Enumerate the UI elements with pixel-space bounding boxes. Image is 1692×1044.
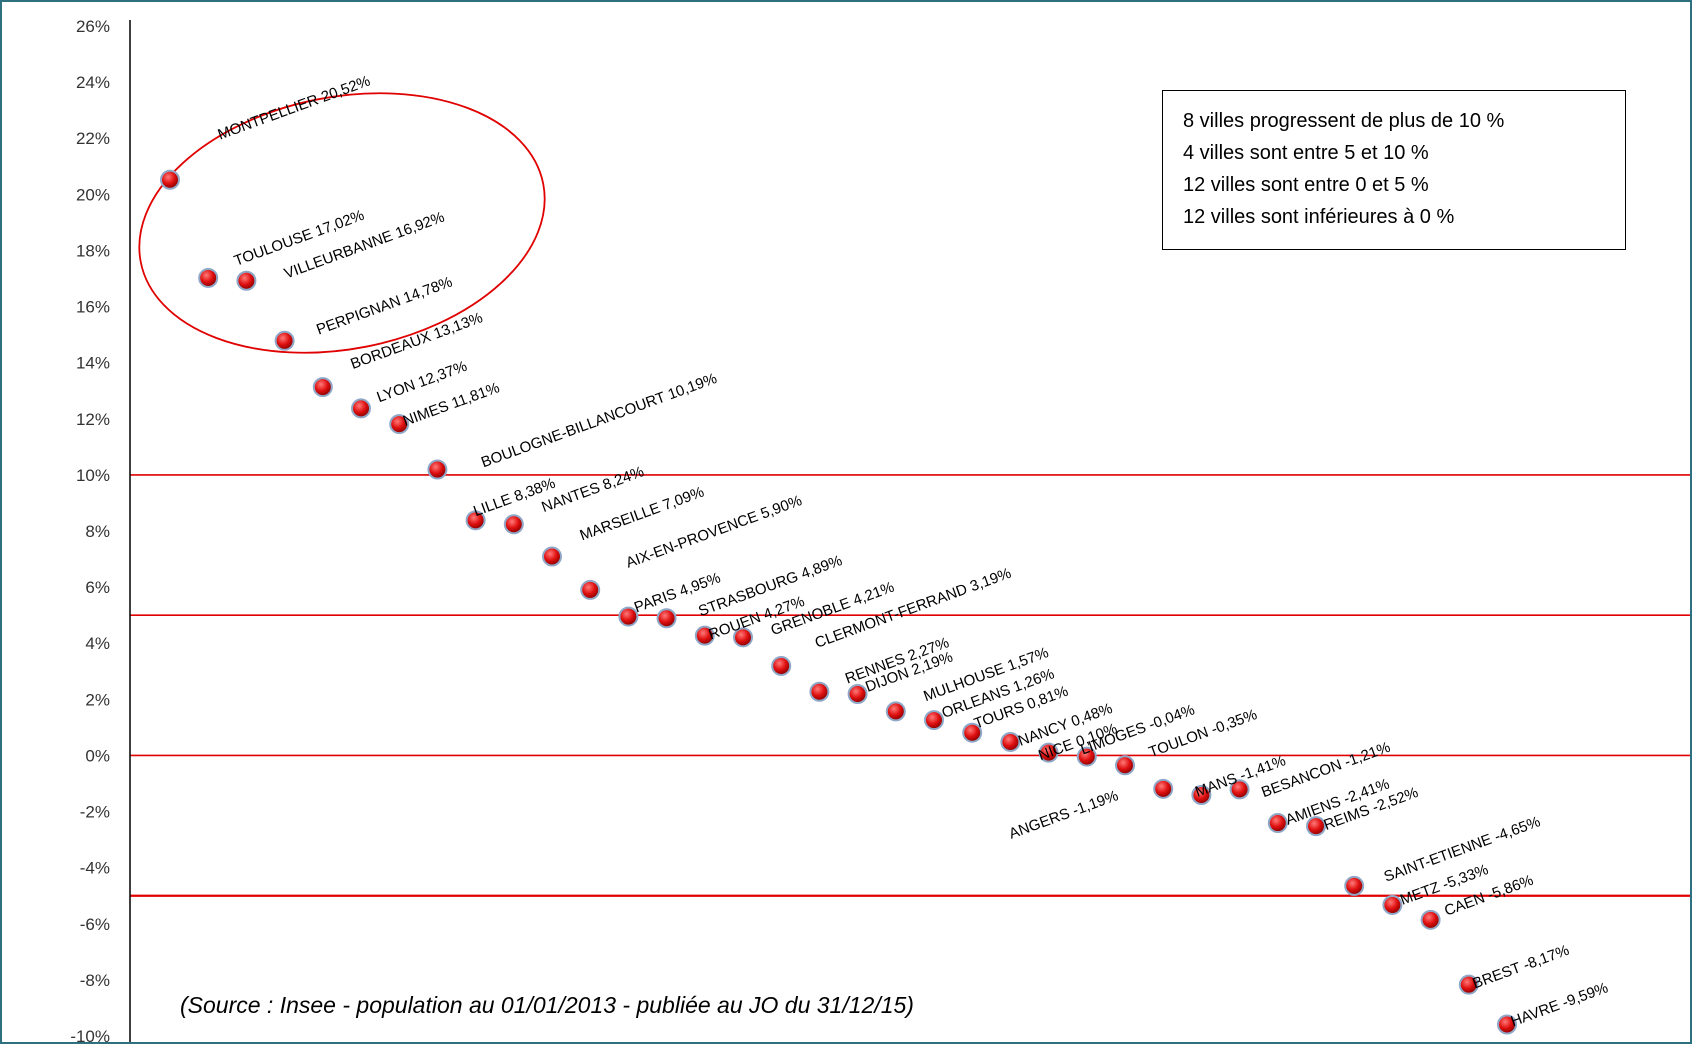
data-point xyxy=(1229,779,1250,800)
data-point xyxy=(1420,909,1441,930)
data-points xyxy=(160,169,1517,1035)
data-point xyxy=(542,546,562,567)
info-box: 8 villes progressent de plus de 10 % 4 v… xyxy=(1162,90,1626,250)
data-point xyxy=(236,270,257,291)
y-tick-label: 16% xyxy=(76,298,110,317)
data-point xyxy=(771,655,792,676)
data-point xyxy=(1458,974,1479,995)
y-tick-label: 14% xyxy=(76,354,110,373)
y-tick-label: 2% xyxy=(85,690,110,709)
data-point xyxy=(1267,813,1288,834)
y-axis: 26% 24% 22% 20% 18% 16% 14% 12% 10% 8% 6% 4% 2% 0% -2%… xyxy=(70,17,131,1042)
point-label: HAVRE -9,59% xyxy=(1509,979,1611,1030)
y-tick-label: 0% xyxy=(85,746,110,765)
point-label: ANGERS -1,19% xyxy=(1007,787,1121,842)
data-point xyxy=(694,625,715,646)
data-point xyxy=(274,330,295,351)
data-point xyxy=(1497,1014,1517,1035)
info-line: 12 villes sont entre 0 et 5 % xyxy=(1183,174,1429,196)
info-line: 4 villes sont entre 5 et 10 % xyxy=(1183,142,1429,164)
data-point xyxy=(618,606,639,627)
y-tick-label: -4% xyxy=(80,859,110,878)
reference-lines xyxy=(130,474,1690,897)
data-point xyxy=(351,398,371,419)
data-point xyxy=(1000,731,1021,752)
y-tick-label: 20% xyxy=(76,185,110,204)
data-point xyxy=(1306,816,1326,837)
data-point xyxy=(427,459,448,480)
point-label: BOULOGNE-BILLANCOURT 10,19% xyxy=(479,370,719,471)
data-point xyxy=(847,684,868,705)
data-point xyxy=(1076,746,1097,767)
source-note: (Source : Insee - population au 01/01/20… xyxy=(180,992,914,1018)
data-point xyxy=(580,579,601,600)
point-label: MONTPELLIER 20,52% xyxy=(216,72,373,143)
data-point xyxy=(733,627,753,648)
y-tick-label: -2% xyxy=(80,803,110,822)
data-point xyxy=(1191,785,1212,806)
data-point xyxy=(312,377,333,398)
y-tick-label: 10% xyxy=(76,466,110,485)
highlight-ellipse-shape xyxy=(138,92,546,354)
data-point xyxy=(503,514,524,535)
y-tick-label: 22% xyxy=(76,129,110,148)
data-point xyxy=(809,681,830,702)
y-tick-label: 8% xyxy=(85,522,110,541)
y-tick-label: -6% xyxy=(80,915,110,934)
data-point xyxy=(885,701,906,722)
data-point xyxy=(465,510,486,531)
point-label: BREST -8,17% xyxy=(1470,942,1571,993)
highlight-ellipse xyxy=(138,92,546,354)
data-point xyxy=(1038,742,1059,763)
data-point xyxy=(962,722,983,743)
data-point xyxy=(198,267,219,288)
info-line: 12 villes sont inférieures à 0 % xyxy=(1183,206,1455,228)
y-tick-label: -8% xyxy=(80,971,110,990)
data-point xyxy=(160,169,180,190)
data-point xyxy=(924,710,944,731)
y-tick-label: 26% xyxy=(76,17,110,36)
data-point xyxy=(1115,755,1135,776)
y-tick-label: 6% xyxy=(85,578,110,597)
data-point xyxy=(656,608,677,629)
data-point xyxy=(1153,778,1174,799)
y-tick-label: -10% xyxy=(70,1027,110,1042)
y-tick-label: 12% xyxy=(76,410,110,429)
data-point xyxy=(389,414,410,435)
y-tick-label: 4% xyxy=(85,634,110,653)
y-tick-label: 18% xyxy=(76,241,110,260)
info-line: 8 villes progressent de plus de 10 % xyxy=(1183,110,1505,132)
data-point xyxy=(1382,894,1403,915)
data-point xyxy=(1344,875,1365,896)
y-tick-label: 24% xyxy=(76,73,110,92)
